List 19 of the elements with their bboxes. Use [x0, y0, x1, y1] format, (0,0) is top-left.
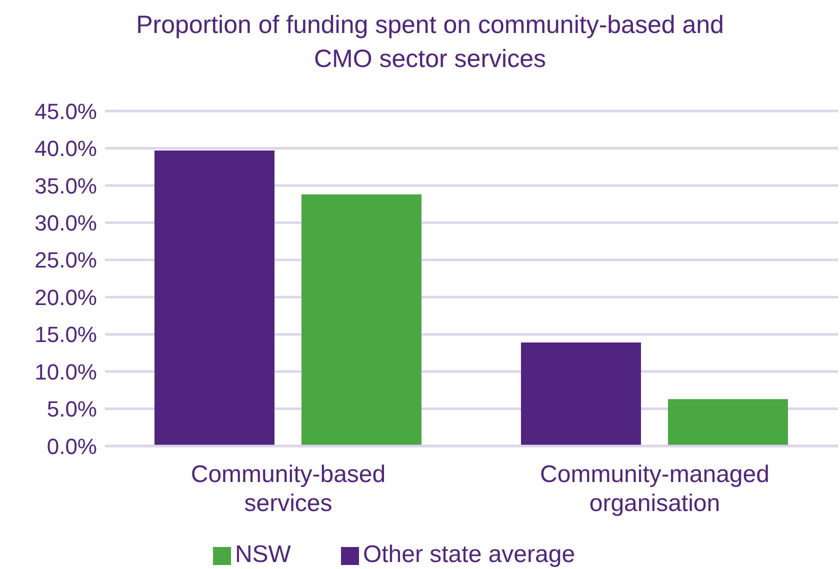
chart-title: Proportion of funding spent on community-based and CMO sector services: [135, 10, 725, 75]
legend-label: NSW: [234, 541, 291, 568]
y-tick-label: 10.0%: [34, 359, 97, 384]
y-tick-label: 20.0%: [34, 284, 97, 310]
y-tick-label: 35.0%: [34, 173, 97, 198]
legend-label: Other state average: [362, 541, 576, 568]
y-tick-label: 0.0%: [46, 434, 97, 459]
bar: [668, 399, 788, 446]
bar: [301, 194, 422, 446]
bar: [520, 342, 641, 446]
y-tick-label: 25.0%: [34, 248, 97, 273]
y-tick-label: 30.0%: [34, 210, 97, 236]
x-tick-label: Community-based services: [190, 461, 386, 517]
y-tick-label: 15.0%: [34, 322, 97, 348]
y-tick-label: 45.0%: [34, 98, 97, 124]
bar: [154, 150, 274, 446]
y-tick-label: 5.0%: [46, 396, 97, 422]
y-tick-label: 40.0%: [34, 136, 97, 162]
x-tick-label: Community-managed organisation: [540, 461, 770, 517]
